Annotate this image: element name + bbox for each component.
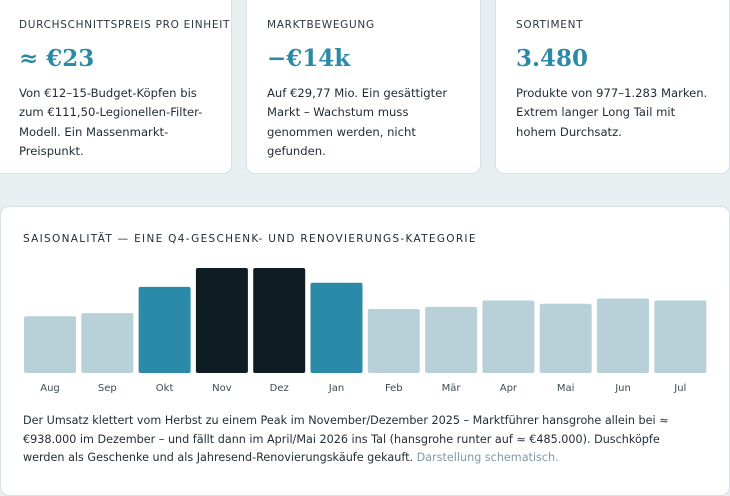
bar-apr [482,300,535,373]
stat-label: Marktbewegung [267,19,375,31]
caption-text: Der Umsatz klettert vom Herbst zu einem … [23,414,669,465]
x-tick-label: Mär [442,383,462,394]
stat-card-assortment: Sortiment 3.480 Produkte von 977–1.283 M… [495,0,730,174]
bar-feb [367,308,420,373]
bar-okt [138,286,191,373]
stat-card-market-movement: Marktbewegung −€14k Auf €29,77 Mio. Ein … [246,0,481,174]
x-tick-label: Jul [673,383,686,394]
x-tick-label: Mai [557,383,575,394]
x-tick-label: Apr [500,383,518,394]
x-tick-label: Feb [385,383,403,394]
bar-aug [24,316,76,373]
bar-jun [597,298,649,373]
bar-mär [425,306,478,373]
bar-sep [81,313,134,373]
stat-description: Von €12–15-Budget-Köpfen bis zum €111,50… [19,86,203,159]
x-tick-label: Dez [270,383,289,394]
bar-dez [253,268,306,373]
stat-description: Auf €29,77 Mio. Ein gesättigter Markt – … [267,86,448,159]
x-tick-label: Jan [328,383,344,394]
stat-card-price: Durchschnittspreis pro Einheit ≈ €23 Von… [0,0,232,174]
stat-value: −€14k [267,45,351,72]
x-tick-label: Okt [156,383,174,394]
stat-value: 3.480 [516,45,589,72]
bar-nov [195,268,248,373]
chart-title: Saisonalität — eine Q4-Geschenk- und Ren… [23,233,477,245]
caption-note: Darstellung schematisch. [416,451,559,465]
chart-caption: Der Umsatz klettert vom Herbst zu einem … [23,412,703,468]
seasonality-bar-chart: Aug Sep Okt Nov Dez Jan Feb Mär Apr Mai Jun Jul [24,268,707,394]
stat-value: ≈ €23 [19,45,95,72]
bar-jan [310,282,363,373]
stat-label: Sortiment [516,19,584,31]
stat-label: Durchschnittspreis pro Einheit [19,19,231,31]
seasonality-chart-card: Saisonalität — eine Q4-Geschenk- und Ren… [0,206,730,496]
x-tick-label: Aug [40,383,60,394]
stat-description: Produkte von 977–1.283 Marken. Extrem la… [516,86,708,139]
bar-jul [654,300,707,373]
x-tick-label: Sep [98,383,117,394]
x-tick-label: Jun [614,383,631,394]
x-tick-label: Nov [212,383,232,394]
bar-mai [539,303,592,373]
